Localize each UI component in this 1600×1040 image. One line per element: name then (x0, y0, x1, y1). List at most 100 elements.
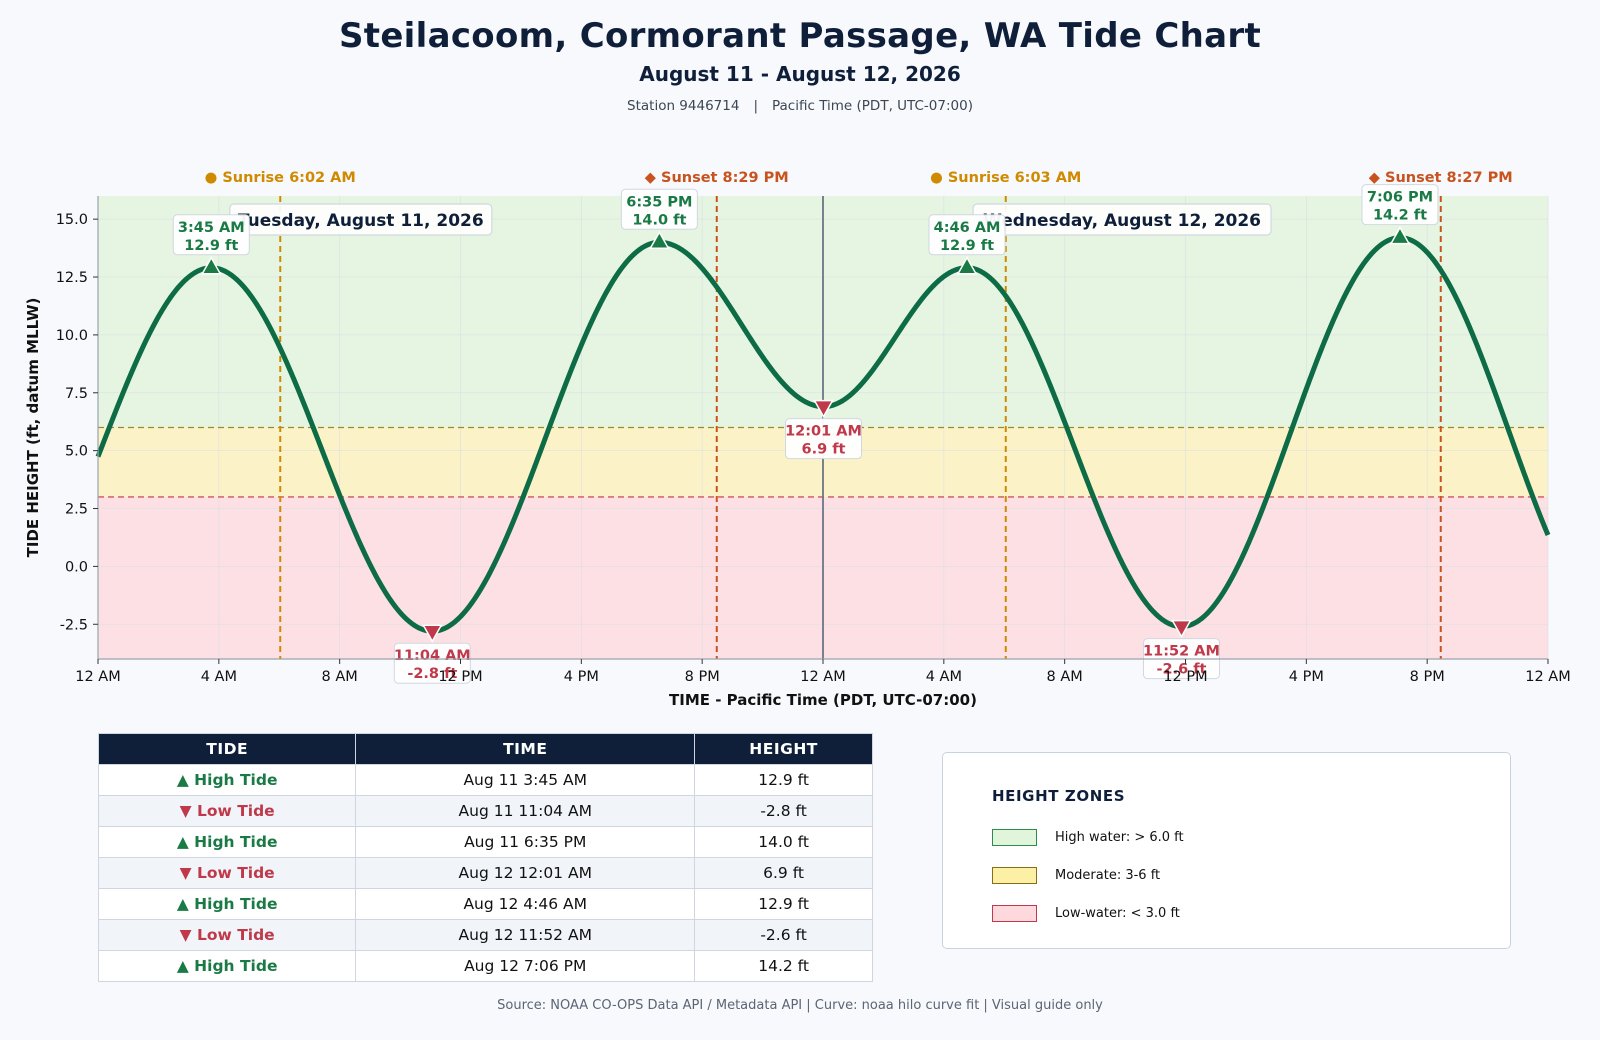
legend-item-moderate: Moderate: 3-6 ft (992, 867, 1160, 884)
tide-table: TIDE TIME HEIGHT ▲ High Tide Aug 11 3:45 … (97, 733, 873, 982)
y-tick-label: 5.0 (65, 444, 88, 460)
x-tick-label: 12 AM (1525, 669, 1571, 685)
extreme-height-label: 14.2 ft (1373, 208, 1427, 224)
x-tick-label: 8 AM (1047, 669, 1083, 685)
timezone-label: Pacific Time (PDT, UTC-07:00) (772, 98, 973, 114)
tide-height-cell: 6.9 ft (694, 857, 873, 889)
tide-type-cell: ▼ Low Tide (97, 919, 357, 951)
legend-label-low: Low-water: < 3.0 ft (1055, 906, 1180, 921)
tide-time-cell: Aug 12 11:52 AM (355, 919, 696, 951)
low-tide-marker-group: 11:04 AM -2.8 ft (393, 624, 471, 684)
high-tide-marker (649, 230, 670, 250)
x-tick-label: 12 PM (1163, 669, 1207, 685)
tide-type-cell: ▲ High Tide (97, 888, 357, 920)
extreme-time-label: 11:04 AM (394, 648, 471, 664)
extreme-time-label: 6:35 PM (626, 194, 692, 210)
station-id: Station 9446714 (627, 98, 740, 114)
y-axis-label: TIDE HEIGHT (ft, datum MLLW) (24, 298, 42, 558)
x-tick-label: 8 PM (1410, 669, 1445, 685)
extreme-height-label: 6.9 ft (802, 442, 846, 458)
legend-swatch-moderate (992, 867, 1037, 884)
y-tick-label: 15.0 (56, 212, 88, 228)
extreme-callout-box (1361, 184, 1439, 226)
y-tick-label: -2.5 (60, 617, 88, 633)
day-label: Wednesday, August 12, 2026 (983, 211, 1261, 231)
tide-height-cell: 12.9 ft (694, 764, 873, 796)
tide-time-cell: Aug 12 7:06 PM (355, 950, 696, 982)
tide-type-cell: ▼ Low Tide (97, 795, 357, 827)
tide-height-cell: -2.6 ft (694, 919, 873, 951)
table-row: ▲ High Tide Aug 11 6:35 PM 14.0 ft (97, 826, 873, 858)
station-info: Station 9446714 | Pacific Time (PDT, UTC-0… (0, 98, 1600, 114)
high-tide-marker (1389, 226, 1411, 245)
tide-table-header: TIDE TIME HEIGHT (97, 733, 873, 765)
sunrise-label: ● Sunrise 6:03 AM (930, 170, 1081, 186)
x-tick-label: 4 AM (926, 669, 962, 685)
tide-height-cell: 14.2 ft (694, 950, 873, 982)
tide-time-cell: Aug 11 3:45 AM (355, 764, 696, 796)
extreme-callout-box (620, 188, 698, 230)
day-label-group: Wednesday, August 12, 2026 (972, 203, 1272, 236)
legend-swatch-low (992, 905, 1037, 922)
extreme-callout-box (393, 642, 471, 684)
extreme-time-label: 3:45 AM (178, 220, 245, 236)
high-tide-marker (956, 256, 978, 275)
y-tick-label: 2.5 (65, 502, 88, 518)
extreme-time-label: 12:01 AM (785, 424, 862, 440)
extreme-height-label: 12.9 ft (184, 238, 238, 254)
table-row: ▲ High Tide Aug 11 3:45 AM 12.9 ft (97, 764, 873, 796)
tide-chart: ● Sunrise 6:02 AM ◆ Sunset 8:29 PM ● Sunri… (24, 170, 1571, 709)
x-tick-label: 4 PM (1289, 669, 1324, 685)
extreme-callout-box (785, 418, 863, 460)
extreme-height-label: -2.6 ft (1156, 662, 1206, 678)
extreme-height-label: -2.8 ft (407, 666, 457, 682)
high-tide-marker-group: 3:45 AM 12.9 ft (172, 214, 250, 275)
header-height: HEIGHT (694, 733, 873, 765)
x-tick-label: 8 AM (322, 669, 358, 685)
extreme-time-label: 11:52 AM (1143, 644, 1220, 660)
table-row: ▼ Low Tide Aug 12 12:01 AM 6.9 ft (97, 857, 873, 889)
day-label: Tuesday, August 11, 2026 (238, 211, 484, 231)
low-tide-marker (422, 624, 443, 643)
high-tide-marker-group: 7:06 PM 14.2 ft (1361, 184, 1439, 245)
high-tide-marker (200, 256, 222, 275)
table-row: ▲ High Tide Aug 12 4:46 AM 12.9 ft (97, 888, 873, 920)
high-tide-marker-group: 6:35 PM 14.0 ft (620, 188, 698, 250)
extreme-time-label: 4:46 AM (934, 220, 1001, 236)
tide-height-cell: 14.0 ft (694, 826, 873, 858)
tide-height-cell: 12.9 ft (694, 888, 873, 920)
tide-type-cell: ▼ Low Tide (97, 857, 357, 889)
low-tide-marker (1171, 619, 1192, 639)
legend-item-high: High water: > 6.0 ft (992, 829, 1184, 846)
sunrise-label: ● Sunrise 6:02 AM (205, 170, 356, 186)
legend-label-high: High water: > 6.0 ft (1055, 830, 1184, 845)
tide-time-cell: Aug 12 4:46 AM (355, 888, 696, 920)
x-tick-label: 8 PM (685, 669, 720, 685)
extreme-height-label: 14.0 ft (632, 212, 686, 228)
tide-type-cell: ▲ High Tide (97, 764, 357, 796)
table-row: ▼ Low Tide Aug 12 11:52 AM -2.6 ft (97, 919, 873, 951)
x-tick-label: 4 AM (201, 669, 237, 685)
low-tide-marker (813, 399, 834, 419)
chart-title: Steilacoom, Cormorant Passage, WA Tide C… (338, 16, 1262, 56)
y-tick-label: 12.5 (56, 270, 88, 286)
x-tick-label: 12 AM (800, 669, 846, 685)
legend-item-low: Low-water: < 3.0 ft (992, 905, 1180, 922)
tide-time-cell: Aug 11 6:35 PM (355, 826, 696, 858)
header-time: TIME (355, 733, 696, 765)
y-tick-label: 7.5 (65, 386, 88, 402)
extreme-time-label: 7:06 PM (1367, 190, 1433, 206)
source-footer: Source: NOAA CO-OPS Data API / Metadata … (497, 998, 1103, 1013)
low-tide-marker-group: 12:01 AM 6.9 ft (785, 399, 863, 460)
table-row: ▲ High Tide Aug 12 7:06 PM 14.2 ft (97, 950, 873, 982)
chart-subtitle: August 11 - August 12, 2026 (639, 62, 961, 86)
sunset-label: ◆ Sunset 8:27 PM (1369, 170, 1513, 186)
x-tick-label: 12 PM (438, 669, 482, 685)
sunset-label: ◆ Sunset 8:29 PM (645, 170, 789, 186)
y-tick-label: 10.0 (56, 328, 88, 344)
extreme-callout-box (172, 214, 250, 256)
height-zones-legend: HEIGHT ZONES High water: > 6.0 ft Modera… (942, 752, 1511, 949)
x-tick-label: 12 AM (75, 669, 121, 685)
x-axis-label: TIME - Pacific Time (PDT, UTC-07:00) (669, 691, 977, 709)
legend-label-moderate: Moderate: 3-6 ft (1055, 868, 1161, 883)
